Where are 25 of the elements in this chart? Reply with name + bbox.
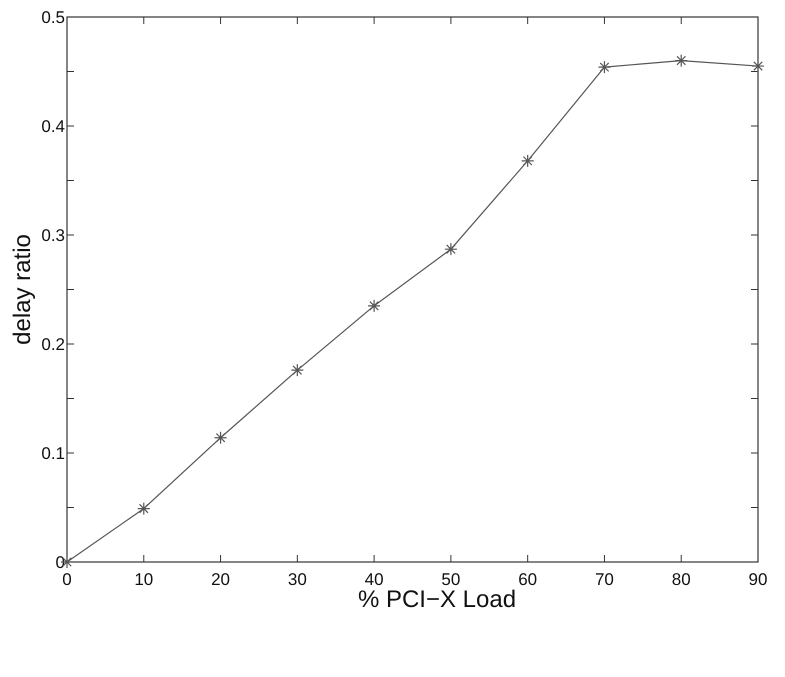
x-tick-label: 10 — [134, 570, 154, 589]
x-tick-label: 90 — [748, 570, 768, 589]
x-tick-label: 20 — [211, 570, 230, 589]
y-tick-label: 0.2 — [41, 335, 65, 354]
x-tick-label: 70 — [594, 570, 614, 589]
x-axis-title: % PCI−X Load — [358, 586, 516, 613]
point — [751, 59, 765, 73]
point — [598, 60, 612, 74]
x-tick-label: 60 — [518, 570, 538, 589]
point — [674, 54, 688, 68]
y-tick-label: 0.3 — [41, 226, 65, 245]
x-tick-label: 30 — [288, 570, 307, 589]
x-tick-label: 50 — [441, 570, 460, 589]
y-tick-label: 0.5 — [41, 8, 65, 27]
point — [214, 431, 228, 444]
point — [368, 299, 381, 312]
x-tick-label: 40 — [364, 570, 384, 589]
point — [521, 154, 534, 168]
x-tick-label: 80 — [672, 570, 691, 589]
point — [444, 242, 458, 256]
y-tick-label: 0.1 — [41, 444, 65, 463]
y-axis-title: delay ratio — [9, 234, 36, 345]
point — [137, 502, 150, 516]
y-tick-label: 0.4 — [41, 117, 65, 136]
point — [290, 364, 304, 377]
